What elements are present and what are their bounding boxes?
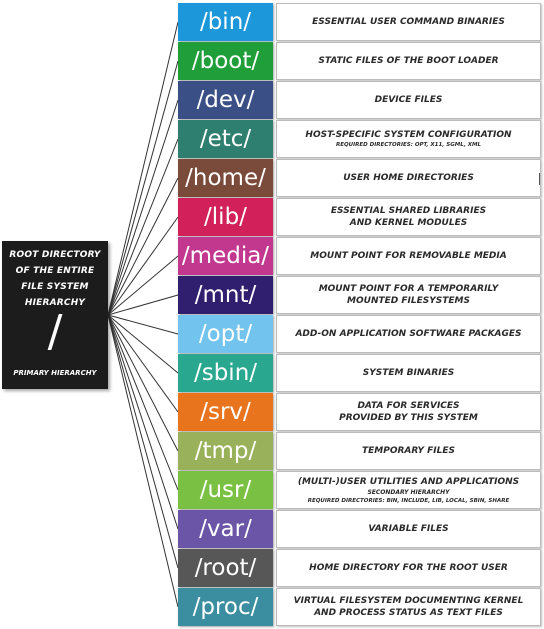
description-line: HOST-SPECIFIC SYSTEM CONFIGURATION [305, 130, 512, 140]
description-line: PROVIDED BY THIS SYSTEM [339, 413, 478, 423]
dir-boot[interactable]: /boot/ [178, 42, 273, 80]
dir-lib[interactable]: /lib/ [178, 198, 273, 236]
description-line: DEVICE FILES [374, 95, 443, 105]
dir-media[interactable]: /media/ [178, 237, 273, 275]
root-subtitle: PRIMARY HIERARCHY [13, 369, 97, 377]
dir-root[interactable]: /root/ [178, 549, 273, 587]
dir-description: MOUNT POINT FOR A TEMPORARILY MOUNTED FIL… [276, 276, 541, 314]
dir-description: VIRTUAL FILESYSTEM DOCUMENTING KERNEL AND… [276, 588, 541, 626]
description-line: AND PROCESS STATUS AS TEXT FILES [314, 608, 503, 618]
dir-description: STATIC FILES OF THE BOOT LOADER [276, 42, 541, 80]
root-title-line: ROOT DIRECTORY [9, 250, 101, 260]
description-line: STATIC FILES OF THE BOOT LOADER [318, 56, 499, 66]
dir-dev[interactable]: /dev/ [178, 81, 273, 119]
dir-srv[interactable]: /srv/ [178, 393, 273, 431]
dir-description: ADD-ON APPLICATION SOFTWARE PACKAGES [276, 315, 541, 353]
description-sub: SECONDARY HIERARCHY [367, 488, 450, 496]
connector-line [107, 314, 179, 335]
description-line: ESSENTIAL USER COMMAND BINARIES [312, 17, 505, 27]
root-directory-box[interactable]: ROOT DIRECTORY OF THE ENTIRE FILE SYSTEM… [2, 241, 108, 389]
description-line: MOUNT POINT FOR A TEMPORARILY [318, 284, 499, 294]
dir-bin[interactable]: /bin/ [178, 3, 273, 41]
description-note: REQUIRED DIRECTORIES: OPT, X11, SGML, XM… [336, 142, 481, 148]
dir-description: USER HOME DIRECTORIES [276, 159, 541, 197]
connector-line [107, 314, 179, 452]
dir-usr[interactable]: /usr/ [178, 471, 273, 509]
description-line: VIRTUAL FILESYSTEM DOCUMENTING KERNEL [293, 596, 524, 606]
connector-line [107, 314, 179, 569]
description-line: (MULTI-)USER UTILITIES AND APPLICATIONS [297, 476, 520, 487]
description-line: SYSTEM BINARIES [362, 368, 455, 378]
description-line: HOME DIRECTORY FOR THE ROOT USER [309, 563, 508, 573]
dir-description: (MULTI-)USER UTILITIES AND APPLICATIONS S… [276, 471, 541, 509]
dir-description: ESSENTIAL USER COMMAND BINARIES [276, 3, 541, 41]
dir-proc[interactable]: /proc/ [178, 588, 273, 626]
root-title-line: FILE SYSTEM [21, 282, 89, 292]
description-line: USER HOME DIRECTORIES [343, 173, 474, 183]
root-title-line: OF THE ENTIRE [15, 266, 95, 276]
connector-line [107, 314, 179, 374]
dir-home[interactable]: /home/ [178, 159, 273, 197]
dir-tmp[interactable]: /tmp/ [178, 432, 273, 470]
description-line: VARIABLE FILES [368, 524, 449, 534]
dir-mnt[interactable]: /mnt/ [178, 276, 273, 314]
connector-line [107, 138, 179, 316]
dir-description: HOST-SPECIFIC SYSTEM CONFIGURATION REQUIR… [276, 120, 541, 158]
root-title-line: HIERARCHY [24, 298, 86, 308]
root-symbol: / [47, 306, 63, 357]
dir-opt[interactable]: /opt/ [178, 315, 273, 353]
dir-description: MOUNT POINT FOR REMOVABLE MEDIA [276, 237, 541, 275]
edge-marker [539, 173, 544, 185]
dir-description: VARIABLE FILES [276, 510, 541, 548]
connector-line [107, 314, 179, 608]
root-title: ROOT DIRECTORY OF THE ENTIRE FILE SYSTEM… [2, 247, 108, 311]
description-line: ADD-ON APPLICATION SOFTWARE PACKAGES [295, 329, 522, 339]
dir-sbin[interactable]: /sbin/ [178, 354, 273, 392]
connector-line [107, 60, 179, 316]
dir-description: DEVICE FILES [276, 81, 541, 119]
dir-description: ESSENTIAL SHARED LIBRARIES AND KERNEL MOD… [276, 198, 541, 236]
connector-line [107, 314, 179, 530]
connector-line [107, 294, 179, 316]
description-line: DATA FOR SERVICES [357, 401, 460, 411]
description-line: MOUNT POINT FOR REMOVABLE MEDIA [310, 251, 507, 261]
description-line: ESSENTIAL SHARED LIBRARIES [330, 206, 487, 216]
dir-description: TEMPORARY FILES [276, 432, 541, 470]
connector-line [107, 314, 179, 413]
connector-line [107, 177, 179, 316]
description-line: MOUNTED FILESYSTEMS [347, 296, 470, 306]
connector-line [107, 99, 179, 316]
dir-description: HOME DIRECTORY FOR THE ROOT USER [276, 549, 541, 587]
connector-line [107, 216, 179, 316]
connector-line [107, 314, 179, 491]
connector-line [107, 21, 179, 316]
dir-description: DATA FOR SERVICES PROVIDED BY THIS SYSTEM [276, 393, 541, 431]
description-line: AND KERNEL MODULES [349, 218, 468, 228]
description-line: TEMPORARY FILES [361, 446, 455, 456]
connector-line [107, 255, 179, 316]
dir-etc[interactable]: /etc/ [178, 120, 273, 158]
description-note: REQUIRED DIRECTORIES: BIN, INCLUDE, LIB,… [307, 497, 510, 504]
dir-description: SYSTEM BINARIES [276, 354, 541, 392]
dir-var[interactable]: /var/ [178, 510, 273, 548]
